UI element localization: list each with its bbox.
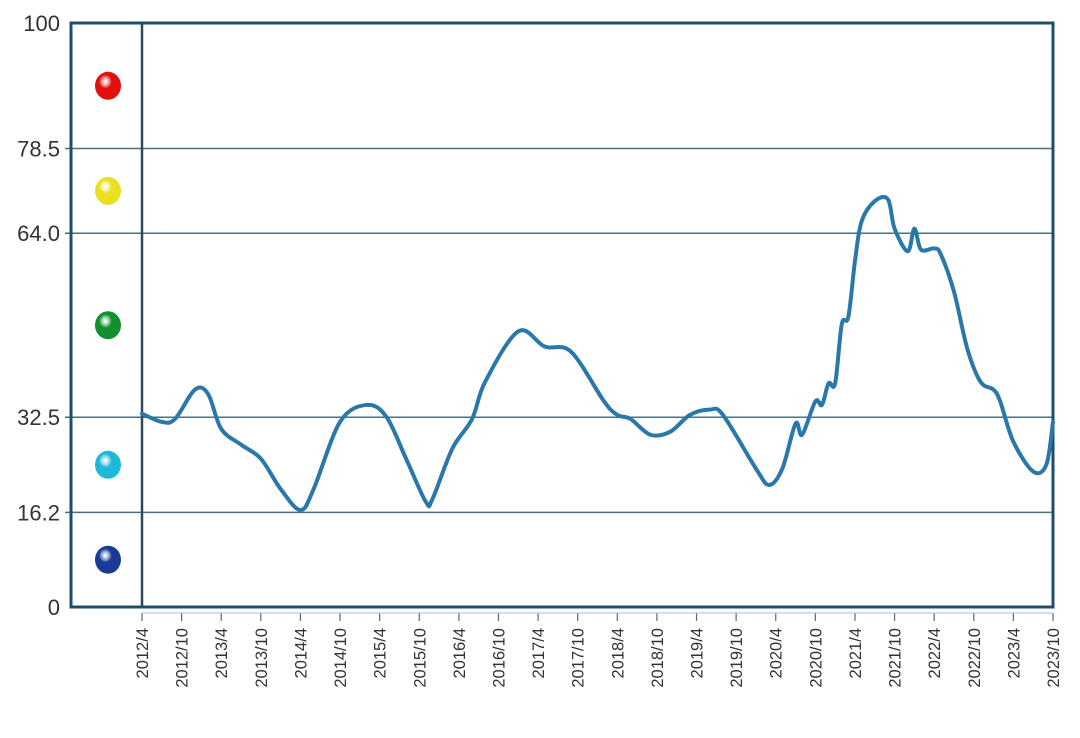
x-tick-label: 2012/4 xyxy=(134,628,152,678)
x-tick-label: 2022/10 xyxy=(966,628,984,688)
series xyxy=(140,194,1055,513)
y-axis: 100 78.5 64.0 32.5 16.2 0 xyxy=(17,11,60,620)
y-tick-label: 64.0 xyxy=(17,221,60,246)
x-tick-label: 2022/4 xyxy=(926,628,944,678)
y-tick-label: 32.5 xyxy=(17,405,60,430)
x-tick-label: 2014/10 xyxy=(332,628,350,688)
series-line xyxy=(140,194,1055,513)
y-tick-label: 100 xyxy=(23,11,60,36)
x-tick-label: 2013/10 xyxy=(253,628,271,688)
x-tick-label: 2019/4 xyxy=(689,628,707,678)
zone-ball-0 xyxy=(95,71,121,100)
zone-ball-3 xyxy=(95,450,121,479)
x-tick-label: 2017/4 xyxy=(530,628,548,678)
zone-ball-1 xyxy=(95,176,121,205)
x-tick-label: 2016/10 xyxy=(490,628,508,688)
x-tick-label: 2015/10 xyxy=(411,628,429,688)
y-tick-label: 16.2 xyxy=(17,500,60,525)
x-tick-label: 2021/10 xyxy=(887,628,905,688)
x-tick-label: 2013/4 xyxy=(213,628,231,678)
x-tick-label: 2023/4 xyxy=(1005,628,1023,678)
x-tick-label: 2016/4 xyxy=(451,628,469,678)
x-tick-label: 2017/10 xyxy=(570,628,588,688)
zone-indicators xyxy=(95,71,121,574)
x-tick-label: 2023/10 xyxy=(1045,628,1063,688)
x-tick-label: 2020/4 xyxy=(768,628,786,678)
x-tick-label: 2021/4 xyxy=(847,628,865,678)
x-axis: 2012/4 2012/10 2013/4 2013/10 2014/4 2014/10 2… xyxy=(134,612,1063,688)
x-tick-label: 2012/10 xyxy=(174,628,192,688)
zone-ball-4 xyxy=(95,545,121,574)
x-tick-label: 2018/10 xyxy=(649,628,667,688)
x-tick-label: 2019/10 xyxy=(728,628,746,688)
plot-frame xyxy=(69,21,1055,609)
gridlines xyxy=(65,147,1053,514)
x-tick-label: 2015/4 xyxy=(372,628,390,678)
y-tick-label: 0 xyxy=(48,595,60,620)
x-tick-label: 2020/10 xyxy=(807,628,825,688)
x-tick-label: 2014/4 xyxy=(292,628,310,678)
zone-ball-2 xyxy=(95,311,121,340)
outer-frame xyxy=(69,21,1055,609)
x-tick-label: 2018/4 xyxy=(609,628,627,678)
y-tick-label: 78.5 xyxy=(17,137,60,162)
